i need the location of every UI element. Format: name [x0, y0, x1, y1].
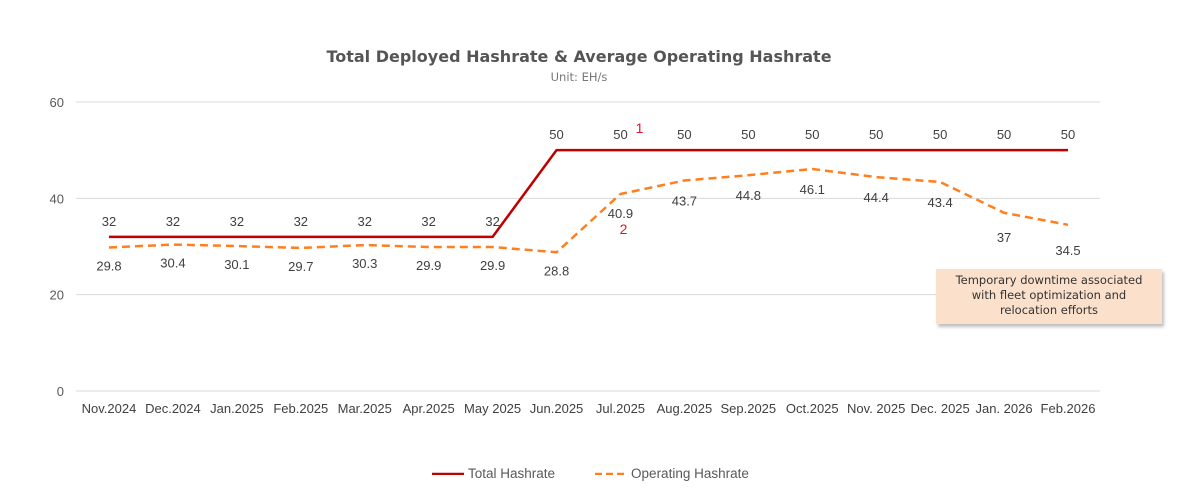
annotation-markers: 12: [620, 120, 644, 237]
x-tick-label: Jun.2025: [530, 401, 584, 416]
x-tick-label: May 2025: [464, 401, 521, 416]
operating-data-label: 44.8: [736, 188, 761, 203]
dashed-line-swatch-icon: [595, 472, 628, 475]
operating-data-label: 30.3: [352, 256, 377, 271]
legend-label-operating: Operating Hashrate: [631, 466, 749, 481]
x-tick-label: Nov. 2025: [847, 401, 905, 416]
operating-data-label: 37: [997, 230, 1011, 245]
operating-data-label: 43.4: [927, 195, 952, 210]
solid-line-swatch-icon: [432, 472, 464, 475]
annotation-marker-2: 2: [620, 221, 628, 237]
total-data-label: 32: [485, 214, 499, 229]
operating-data-label: 34.5: [1055, 243, 1080, 258]
x-tick-label: Oct.2025: [786, 401, 839, 416]
x-tick-label: Feb.2025: [273, 401, 328, 416]
callout-line-1: Temporary downtime associated: [955, 273, 1143, 287]
operating-data-label: 29.8: [96, 258, 121, 273]
y-tick-label: 20: [50, 288, 64, 303]
chart-subtitle: Unit: EH/s: [550, 70, 608, 84]
operating-data-label: 40.9: [608, 206, 633, 221]
total-data-label: 32: [294, 214, 308, 229]
x-tick-label: Aug.2025: [657, 401, 713, 416]
total-data-label: 32: [357, 214, 371, 229]
total-data-label: 50: [741, 127, 755, 142]
total-hashrate-line: [109, 148, 1068, 239]
total-data-label: 50: [933, 127, 947, 142]
operating-data-label: 29.9: [480, 258, 505, 273]
data-labels: 32 32 32 32 32 32 32 50 50 50 50 50 50 50 50 50 29.8 30.4…: [96, 127, 1080, 278]
callout-line-3: relocation efforts: [999, 303, 1099, 317]
total-data-label: 32: [102, 214, 116, 229]
total-data-label: 50: [1061, 127, 1075, 142]
x-tick-label: Dec.2024: [145, 401, 201, 416]
operating-data-label: 30.4: [160, 256, 185, 271]
operating-data-label: 43.7: [672, 194, 697, 209]
y-axis-ticks: 0 20 40 60: [50, 95, 64, 399]
x-tick-label: Jul.2025: [596, 401, 645, 416]
legend-item-operating[interactable]: Operating Hashrate: [595, 466, 749, 481]
x-tick-label: Apr.2025: [403, 401, 455, 416]
y-tick-label: 0: [57, 384, 64, 399]
operating-data-label: 28.8: [544, 263, 569, 278]
x-tick-label: Mar.2025: [338, 401, 392, 416]
operating-data-label: 29.9: [416, 258, 441, 273]
downtime-callout: Temporary downtime associated with fleet…: [936, 269, 1162, 324]
operating-data-label: 29.7: [288, 259, 313, 274]
operating-data-label: 30.1: [224, 257, 249, 272]
total-data-label: 50: [613, 127, 627, 142]
gridlines: [76, 101, 1100, 392]
x-tick-label: Feb.2026: [1041, 401, 1096, 416]
annotation-marker-1: 1: [636, 120, 644, 136]
total-data-label: 50: [997, 127, 1011, 142]
total-data-label: 32: [421, 214, 435, 229]
chart-title: Total Deployed Hashrate & Average Operat…: [326, 47, 832, 66]
legend-label-total: Total Hashrate: [468, 466, 556, 481]
total-data-label: 32: [166, 214, 180, 229]
x-tick-label: Dec. 2025: [911, 401, 970, 416]
x-tick-label: Nov.2024: [82, 401, 137, 416]
total-data-label: 50: [869, 127, 883, 142]
x-tick-label: Jan.2025: [210, 401, 264, 416]
legend-item-total[interactable]: Total Hashrate: [432, 466, 555, 481]
x-tick-label: Jan. 2026: [976, 401, 1033, 416]
x-axis-ticks: Nov.2024 Dec.2024 Jan.2025 Feb.2025 Mar.2025…: [82, 401, 1096, 416]
total-data-label: 32: [230, 214, 244, 229]
callout-line-2: with fleet optimization and: [971, 288, 1127, 302]
y-tick-label: 60: [50, 95, 64, 110]
total-data-label: 50: [549, 127, 563, 142]
operating-hashrate-line: [108, 167, 1069, 254]
legend: Total Hashrate Operating Hashrate: [432, 466, 789, 481]
y-tick-label: 40: [50, 191, 64, 206]
total-data-label: 50: [805, 127, 819, 142]
series-lines: [108, 148, 1069, 254]
x-tick-label: Sep.2025: [720, 401, 776, 416]
operating-data-label: 46.1: [800, 182, 825, 197]
total-data-label: 50: [677, 127, 691, 142]
operating-data-label: 44.4: [864, 190, 889, 205]
